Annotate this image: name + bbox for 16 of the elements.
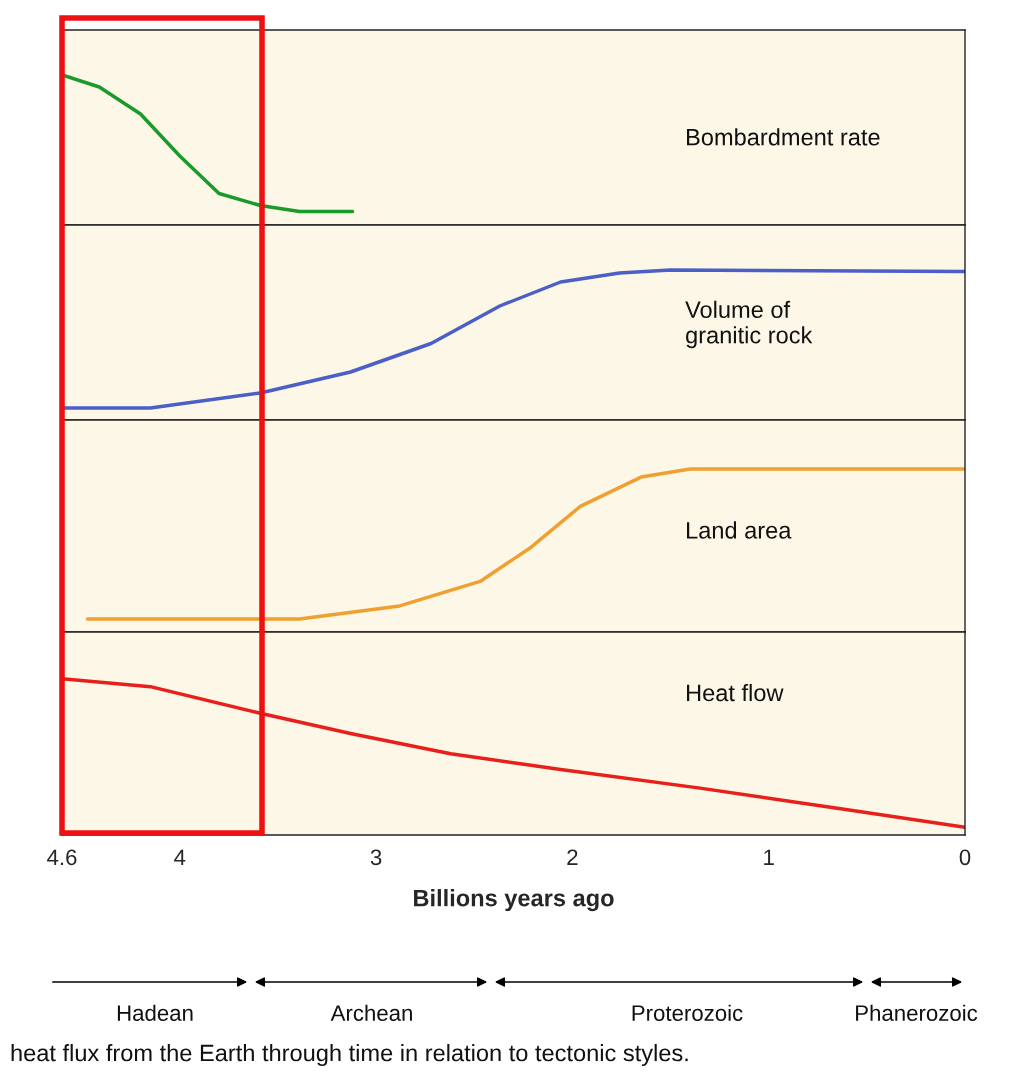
x-axis-title: Billions years ago	[414, 889, 614, 912]
x-tick-label: 3	[370, 849, 382, 866]
text: Heat flow	[687, 683, 784, 702]
text: Land area	[687, 521, 792, 539]
text: Bombardment rate	[687, 128, 880, 146]
x-tick-label: 4.6	[47, 849, 77, 866]
text: Hadean	[117, 1004, 193, 1021]
text: Proterozoic	[632, 1004, 743, 1021]
text: heat flux from the Earth through time in relation to tectonic styles.	[11, 1043, 688, 1067]
text: Archean	[330, 1004, 412, 1021]
text: Phanerozoic	[856, 1004, 978, 1021]
series-label: Volume of granitic rock	[685, 300, 813, 349]
x-tick-label: 1	[764, 849, 774, 865]
x-tick-label: 2	[567, 849, 578, 865]
x-tick-label: 0	[959, 849, 971, 866]
x-tick-label: 4	[174, 849, 186, 865]
